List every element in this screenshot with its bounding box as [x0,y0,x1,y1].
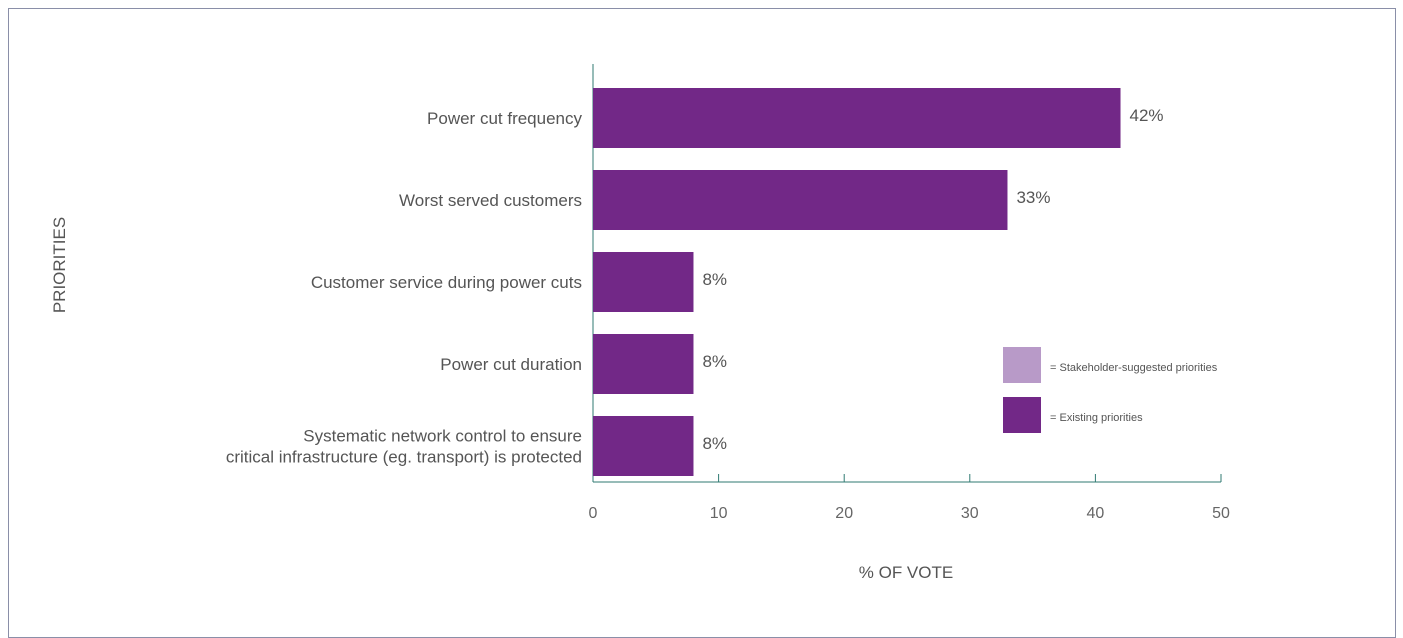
bar [593,334,694,394]
x-tick-label: 20 [835,505,853,522]
x-tick-label: 50 [1212,505,1230,522]
value-label: 8% [702,270,727,289]
x-tick-label: 0 [589,505,598,522]
x-axis-label: % OF VOTE [859,563,953,582]
category-label: Power cut duration [440,355,582,374]
y-axis-label: PRIORITIES [50,217,69,313]
value-label: 8% [702,352,727,371]
bar [593,416,694,476]
value-label: 42% [1130,106,1164,125]
category-label: Worst served customers [399,191,582,210]
legend: = Stakeholder-suggested priorities = Exis… [1003,347,1218,433]
x-tick-label: 30 [961,505,979,522]
category-label: Systematic network control to ensure [303,427,582,446]
x-tick-label: 10 [710,505,728,522]
bar [593,88,1121,148]
bar [593,252,694,312]
x-tick-label: 40 [1087,505,1105,522]
bar [593,170,1008,230]
value-label: 8% [702,434,727,453]
value-label: 33% [1016,188,1050,207]
plot-area: 0 10 20 30 40 50 Power cut frequency 42% Worst s… [226,64,1230,522]
category-label: Customer service during power cuts [311,273,582,292]
category-label: critical infrastructure (eg. transport) … [226,448,582,467]
category-label: Power cut frequency [427,109,582,128]
legend-label: = Existing priorities [1050,412,1143,424]
legend-swatch [1003,347,1041,383]
legend-swatch [1003,397,1041,433]
legend-label: = Stakeholder-suggested priorities [1050,362,1218,374]
